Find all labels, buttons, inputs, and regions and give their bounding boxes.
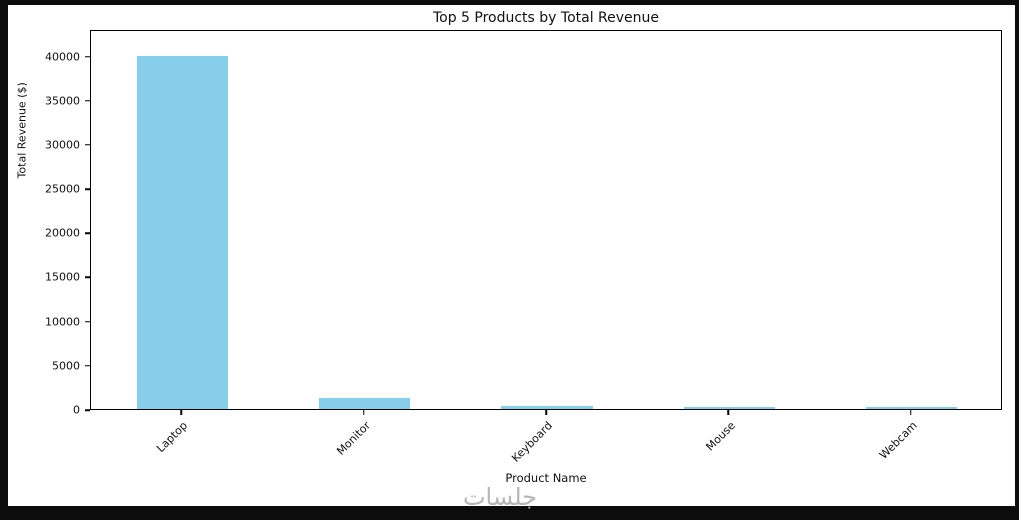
x-tick-mark xyxy=(910,410,912,415)
y-tick-label: 15000 xyxy=(45,270,80,284)
bar-chart: Top 5 Products by Total Revenue Total Re… xyxy=(8,5,1015,511)
chart-title: Top 5 Products by Total Revenue xyxy=(432,10,660,26)
x-tick-mark xyxy=(727,410,730,415)
bar-monitor xyxy=(319,397,411,409)
x-axis-label: Product Name xyxy=(505,471,587,485)
plot-area xyxy=(90,30,1002,410)
y-tick-label: 35000 xyxy=(45,94,80,108)
bar-mouse xyxy=(683,406,775,409)
x-tick-mark xyxy=(180,410,182,415)
y-axis-label: Total Revenue ($) xyxy=(15,82,29,179)
bar-keyboard xyxy=(501,406,593,409)
y-tick-label: 40000 xyxy=(45,50,80,63)
y-tick-label: 30000 xyxy=(45,138,80,152)
y-tick-label: 10000 xyxy=(45,315,80,329)
y-tick-label: 20000 xyxy=(45,226,80,240)
y-tick-label: 25000 xyxy=(45,182,80,196)
bar-webcam xyxy=(866,406,958,409)
x-tick-mark xyxy=(362,410,365,415)
watermark-text: جلسات xyxy=(462,483,538,511)
y-tick-label: 5000 xyxy=(52,359,80,373)
y-tick-label: 0 xyxy=(73,403,80,417)
x-tick-mark xyxy=(545,410,547,415)
bar-laptop xyxy=(136,55,228,409)
